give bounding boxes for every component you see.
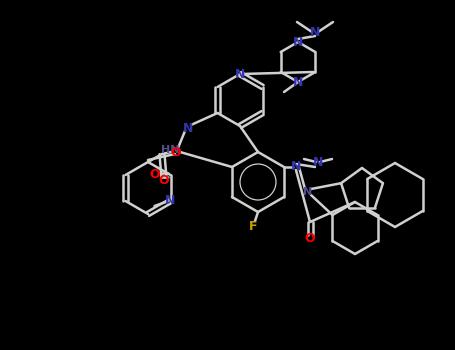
Text: N: N [183, 121, 193, 134]
Text: F: F [249, 219, 257, 232]
Text: N: N [303, 187, 313, 197]
Text: N: N [293, 35, 303, 49]
Text: O: O [305, 231, 315, 245]
Text: N: N [291, 161, 301, 174]
Text: O: O [149, 168, 160, 182]
Text: N: N [313, 155, 323, 168]
Text: N: N [165, 195, 176, 208]
Text: N: N [293, 76, 303, 89]
Text: O: O [159, 175, 169, 188]
Text: HN: HN [161, 145, 179, 155]
Text: O: O [171, 146, 181, 159]
Text: N: N [235, 68, 245, 80]
Text: N: N [310, 26, 320, 38]
